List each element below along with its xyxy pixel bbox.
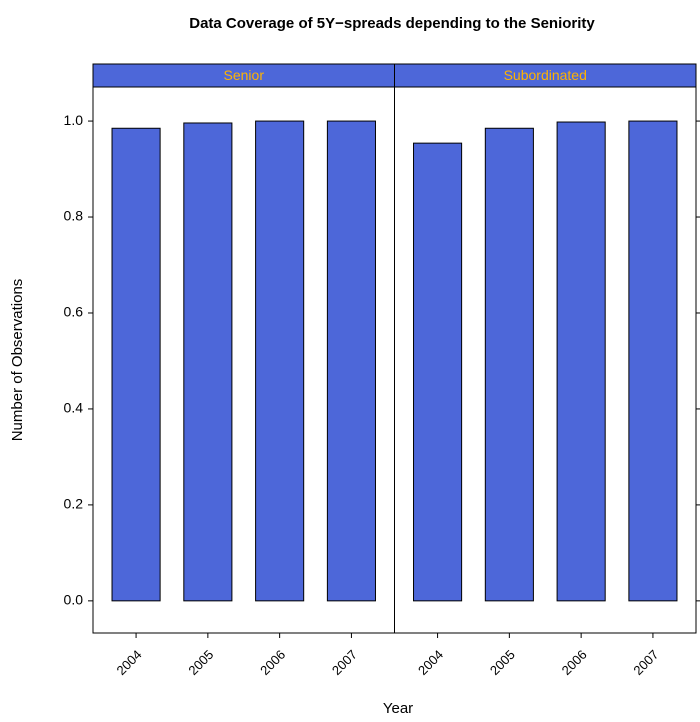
x-tick-label: 2005 <box>487 647 518 678</box>
bar <box>111 127 161 602</box>
x-tick-label: 2004 <box>415 647 446 678</box>
bar <box>484 127 534 602</box>
x-tick-label: 2005 <box>185 647 216 678</box>
bar <box>255 120 305 602</box>
y-tick-label: 0.4 <box>64 400 84 416</box>
bar <box>183 122 233 602</box>
x-tick-label: 2007 <box>630 647 661 678</box>
y-tick-label: 0.6 <box>64 304 84 320</box>
chart-title: Data Coverage of 5Y−spreads depending to… <box>189 15 595 32</box>
bar <box>413 142 463 602</box>
strip-label: Subordinated <box>504 67 587 83</box>
strip-label: Senior <box>224 67 265 83</box>
y-tick-label: 0.8 <box>64 208 84 224</box>
x-tick-label: 2007 <box>329 647 360 678</box>
y-axis-label: Number of Observations <box>9 279 26 442</box>
x-tick-label: 2004 <box>114 647 145 678</box>
panel-frame <box>394 86 697 634</box>
bar <box>556 121 606 602</box>
x-axis-label: Year <box>383 700 413 717</box>
y-tick-label: 0.0 <box>64 592 84 608</box>
y-tick-label: 1.0 <box>64 112 84 128</box>
x-tick-label: 2006 <box>257 647 288 678</box>
bar <box>326 120 376 602</box>
bar <box>628 120 678 602</box>
y-tick-label: 0.2 <box>64 496 84 512</box>
x-tick-label: 2006 <box>559 647 590 678</box>
